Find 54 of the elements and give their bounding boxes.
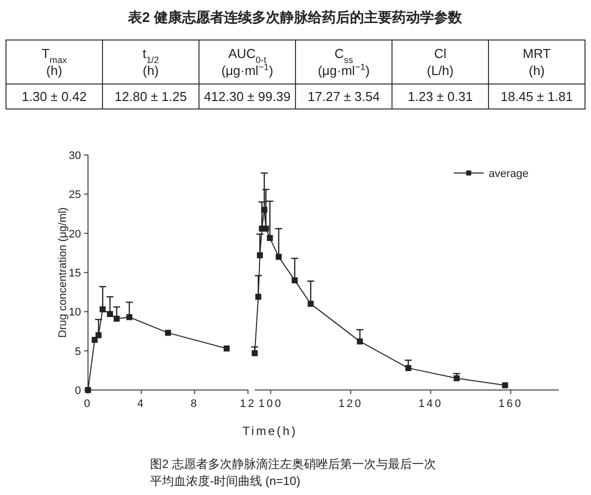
y-tick-label: 25 bbox=[68, 189, 81, 202]
point bbox=[165, 330, 171, 336]
legend-label: average bbox=[488, 168, 528, 180]
point bbox=[266, 235, 273, 242]
point bbox=[256, 252, 263, 258]
point bbox=[252, 350, 258, 356]
category-label: Cl (L/h) bbox=[426, 46, 454, 78]
text: 12.80 ± 1.25 bbox=[114, 89, 187, 104]
x-tick-label: 8 bbox=[190, 398, 199, 410]
text: 412.30 ± 99.39 bbox=[204, 89, 291, 104]
text: 1.30 ± 0.42 bbox=[22, 89, 87, 104]
y-tick-label: 30 bbox=[68, 150, 81, 162]
point bbox=[224, 345, 230, 352]
x-axis-title: Time(h) bbox=[242, 424, 298, 438]
y-tick-label: 0 bbox=[74, 385, 81, 397]
point bbox=[276, 254, 282, 260]
y-axis-title: Drug concentration (μg/ml) bbox=[57, 207, 69, 338]
point bbox=[261, 206, 268, 213]
text: 表2 健康志愿者连续多次静脉给药后的主要药动学参数 bbox=[127, 9, 463, 25]
point bbox=[114, 316, 120, 322]
point bbox=[107, 311, 113, 318]
x-tick-label: 0 bbox=[84, 398, 92, 410]
point bbox=[356, 338, 363, 344]
text: 1.23 ± 0.31 bbox=[408, 89, 473, 104]
point bbox=[126, 314, 132, 320]
x-tick-label: 120 bbox=[338, 398, 363, 410]
point bbox=[262, 226, 269, 232]
point bbox=[100, 306, 106, 312]
x-tick-label: 140 bbox=[418, 398, 443, 410]
point bbox=[96, 332, 102, 338]
category-label: T$_{max}$ (h) bbox=[42, 46, 68, 78]
text: 17.27 ± 3.54 bbox=[308, 89, 380, 104]
y-tick-label: 15 bbox=[68, 268, 81, 280]
x-tick-label: 160 bbox=[498, 398, 523, 410]
caption: 图2 志愿者多次静脉滴注左奥硝唑后第一次与最后一次 bbox=[150, 457, 436, 471]
x-tick-label: 100 bbox=[258, 398, 283, 410]
point bbox=[92, 336, 98, 343]
x-tick-label: 12 bbox=[240, 398, 256, 410]
point bbox=[502, 382, 508, 388]
point bbox=[255, 294, 262, 300]
y-tick-label: 5 bbox=[74, 346, 81, 358]
x-tick-label: 4 bbox=[137, 398, 146, 410]
point bbox=[292, 277, 298, 284]
category-label: C$_{ss}$ (μg·ml$^{−1}$) bbox=[318, 46, 370, 78]
text: 平均血浓度-时间曲线 (n=10) bbox=[150, 474, 300, 488]
y-tick-label: 10 bbox=[68, 306, 81, 319]
point bbox=[454, 375, 460, 382]
category-label: MRT (h) bbox=[522, 46, 551, 78]
point bbox=[405, 365, 412, 372]
y-tick-label: 20 bbox=[68, 228, 81, 240]
category-label: AUC$_{0-t}$ (μg·ml$^{−1}$) bbox=[221, 46, 274, 78]
text: 18.45 ± 1.81 bbox=[500, 89, 573, 104]
point bbox=[308, 300, 314, 307]
category-label: t$_{1/2}$ (h) bbox=[142, 46, 159, 78]
